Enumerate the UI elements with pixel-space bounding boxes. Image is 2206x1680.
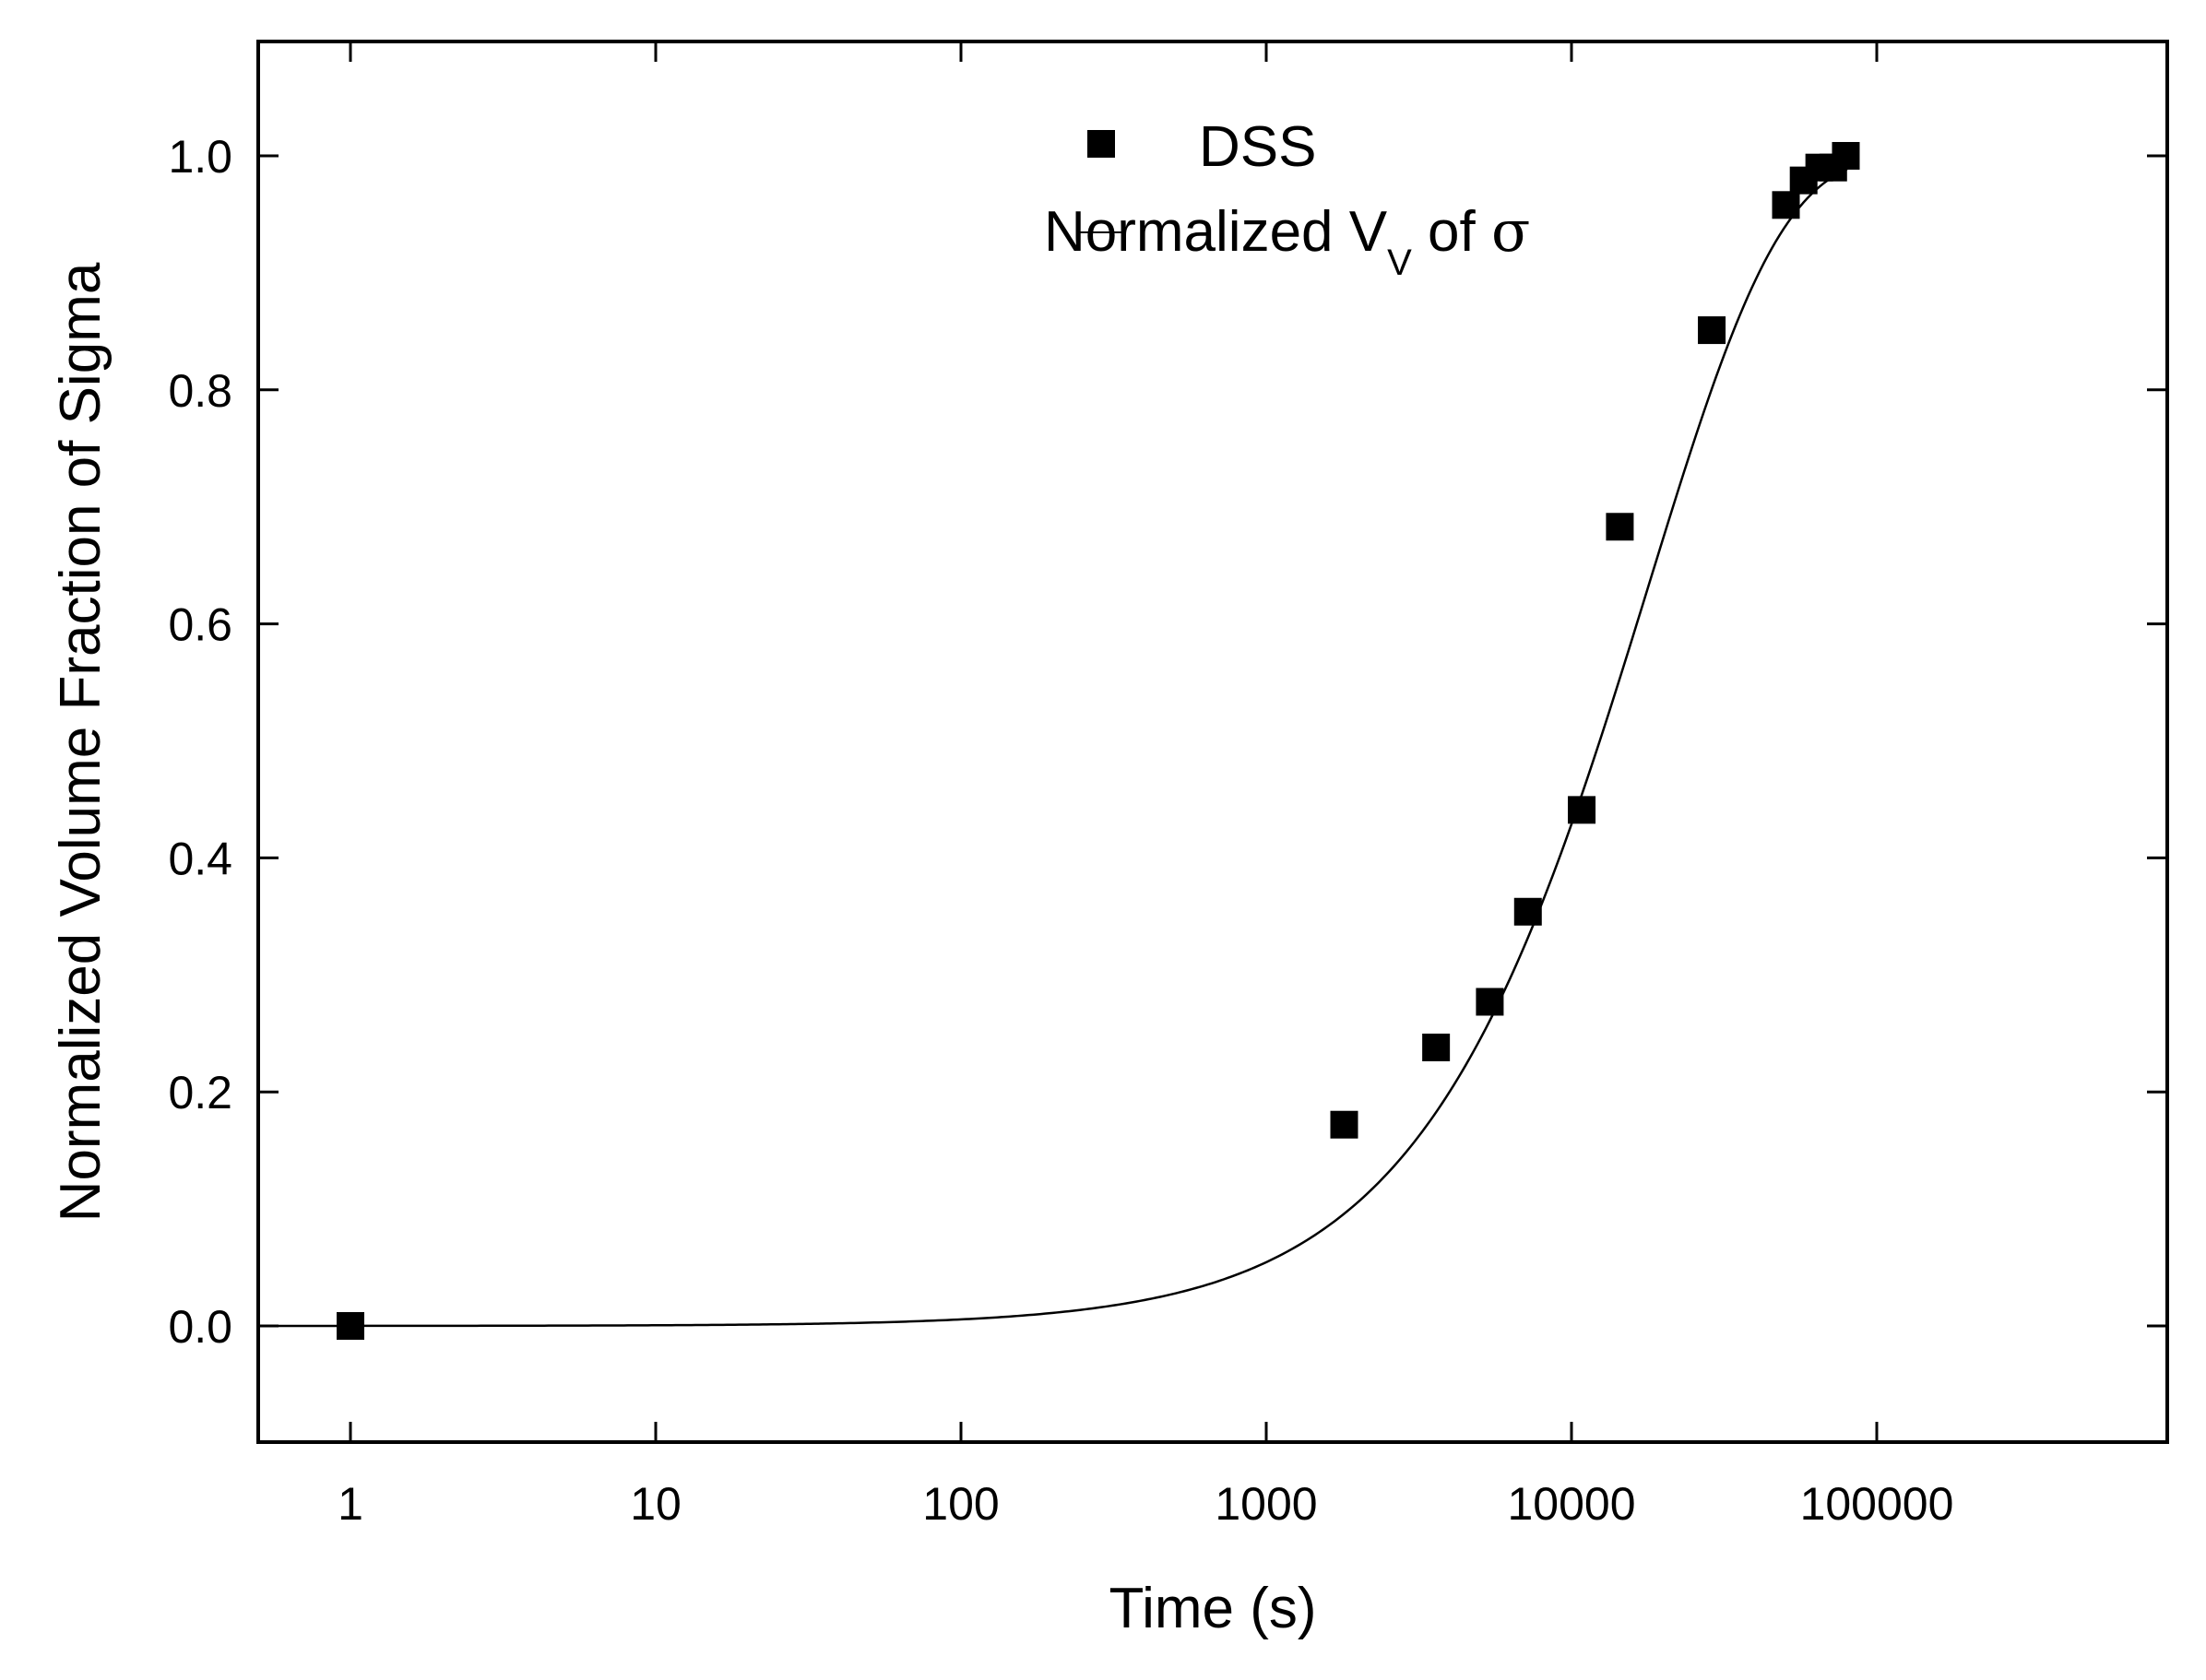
x-tick-label-5: 100000 <box>1800 1478 1954 1530</box>
x-axis-title: Time (s) <box>1109 1577 1317 1640</box>
legend-label-fit-sub: V <box>1387 243 1412 283</box>
legend-marker-dss <box>1087 130 1115 158</box>
legend: DSS Normalized VV of σ <box>1044 115 1530 283</box>
x-tick-label-2: 100 <box>922 1478 999 1530</box>
data-point-8 <box>1772 191 1800 219</box>
fit-curve <box>258 168 1848 1328</box>
y-axis-title: Normalized Volume Fraction of Sigma <box>49 262 113 1222</box>
x-tick-label-4: 10000 <box>1507 1478 1635 1530</box>
fit-curve-layer <box>258 168 1848 1328</box>
data-point-7 <box>1698 316 1726 345</box>
legend-label-fit-of: of <box>1412 200 1491 264</box>
data-points-layer <box>337 142 1860 1340</box>
y-tick-label-2: 0.4 <box>168 833 232 884</box>
axis-ticks-layer: 1 10 100 1000 10000 100000 0.0 0.2 0.4 0.6 0.8 1.0 <box>168 41 2167 1530</box>
y-tick-label-4: 0.8 <box>168 365 232 417</box>
data-point-12 <box>1832 142 1860 170</box>
plot-frame <box>256 40 2169 1444</box>
legend-label-dss: DSS <box>1199 115 1316 179</box>
y-tick-label-0: 0.0 <box>168 1301 232 1353</box>
x-tick-label-0: 1 <box>338 1478 363 1530</box>
x-tick-label-3: 1000 <box>1215 1478 1317 1530</box>
data-point-4 <box>1513 897 1542 926</box>
data-point-5 <box>1568 796 1596 824</box>
x-tick-label-1: 10 <box>630 1478 682 1530</box>
y-tick-label-5: 1.0 <box>168 131 232 183</box>
legend-label-fit-main: Normalized V <box>1044 200 1388 264</box>
y-tick-label-1: 0.2 <box>168 1067 232 1118</box>
data-point-1 <box>1330 1110 1358 1139</box>
data-point-2 <box>1422 1033 1451 1061</box>
data-point-6 <box>1606 513 1634 541</box>
data-point-0 <box>337 1312 364 1340</box>
data-point-3 <box>1476 988 1504 1016</box>
legend-label-fit-greek: σ <box>1491 197 1530 265</box>
y-tick-label-3: 0.6 <box>168 599 232 651</box>
legend-label-fit: Normalized VV of σ <box>1044 197 1530 283</box>
